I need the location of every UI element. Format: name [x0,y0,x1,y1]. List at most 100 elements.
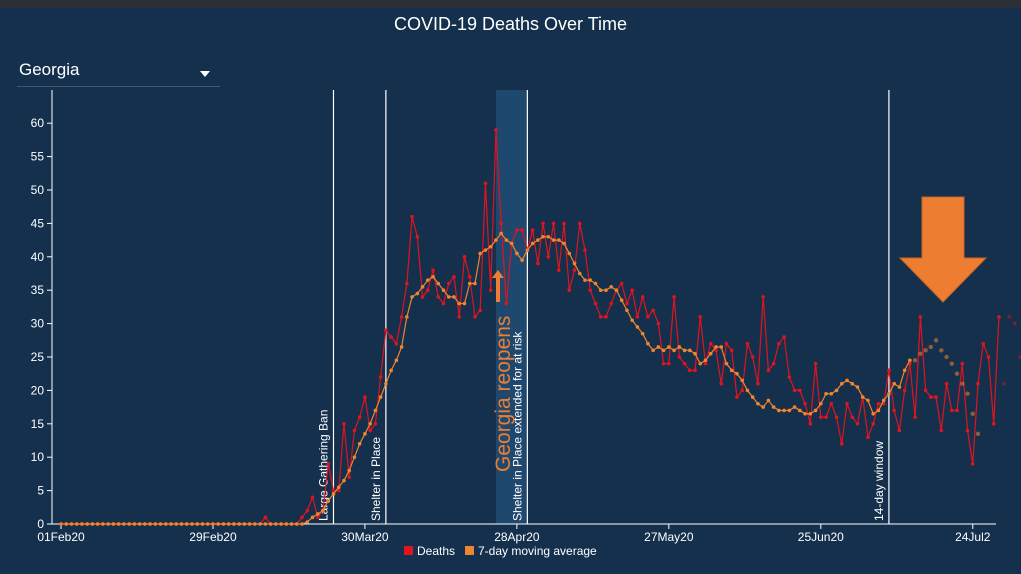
moving-average-point [646,341,650,346]
moving-average-point [111,522,116,526]
moving-average-point [729,368,734,373]
moving-average-point [436,281,441,286]
moving-average-point [211,522,215,526]
moving-average-point-faded [975,431,981,437]
moving-average-point [410,295,414,299]
deaths-point [588,288,593,293]
moving-average-point [342,478,346,483]
legend-swatch-deaths [404,546,413,555]
deaths-point [792,388,797,393]
deaths-point [834,415,839,419]
moving-average-point [457,301,462,306]
moving-average-point [101,522,105,526]
moving-average-point [829,391,834,396]
deaths-point [640,295,645,299]
moving-average-point [415,291,420,296]
moving-average-point [169,522,173,526]
state-dropdown[interactable]: Georgia [17,56,220,87]
moving-average-point [200,522,205,526]
moving-average-point [441,288,446,293]
deaths-point [923,388,928,393]
moving-average-point [295,522,299,526]
moving-average-point [881,398,886,403]
deaths-point [504,301,509,306]
deaths-point [436,295,441,299]
deaths-point [756,381,760,386]
moving-average-point [509,241,514,246]
moving-average-point [724,361,729,366]
deaths-point-faded [1012,321,1017,326]
moving-average-point [866,398,870,403]
moving-average-point [164,522,168,526]
deaths-line [61,129,1000,525]
moving-average-point-faded [965,391,970,396]
deaths-point [426,288,430,293]
moving-average-point [143,522,147,526]
deaths-point [688,368,692,373]
deaths-point [892,408,896,413]
deaths-point [457,315,462,319]
moving-average-point [253,522,257,526]
moving-average-point [279,522,283,526]
moving-average-point [452,295,456,299]
moving-average-point [352,455,357,460]
deaths-point [546,254,551,259]
deaths-point [672,295,676,299]
deaths-point [604,315,608,319]
deaths-point [593,301,598,306]
moving-average-point [515,251,519,256]
moving-average-point [483,248,488,252]
deaths-point [473,315,477,319]
x-tick-label: 01Feb20 [37,530,85,544]
moving-average-point [258,522,262,526]
moving-average-point [677,345,682,349]
moving-average-point [667,345,671,349]
deaths-point [467,275,472,279]
deaths-point [708,341,713,346]
moving-average-point [850,381,855,386]
moving-average-point [902,368,907,373]
deaths-point-faded [1007,315,1012,319]
deaths-point [478,308,483,313]
moving-average-point [619,298,624,303]
y-tick-label: 45 [31,216,45,230]
moving-average-point [74,522,79,526]
moving-average-point [698,361,703,366]
x-tick-label: 27May20 [644,530,694,544]
moving-average-point [399,345,404,349]
legend-swatch-moving-average [465,546,474,555]
moving-average-point [426,278,430,282]
moving-average-point [174,522,179,526]
deaths-point [803,401,807,406]
deaths-point [829,401,834,406]
deaths-point [808,422,813,426]
deaths-point [420,295,425,299]
deaths-point [656,321,661,326]
deaths-point [724,341,729,346]
moving-average-point [651,348,655,353]
deaths-point [326,462,331,466]
deaths-point [405,281,409,286]
moving-average-point [525,248,530,252]
deaths-point [315,515,320,520]
deaths-point [667,361,671,366]
deaths-point [625,301,629,306]
moving-average-point [792,405,797,409]
moving-average-point [845,378,849,383]
moving-average-point [813,408,818,413]
deaths-point-faded [1002,381,1006,386]
moving-average-point [321,508,325,513]
legend-label-moving-average: 7-day moving average [478,544,597,558]
moving-average-point [855,385,860,389]
moving-average-point-faded [954,371,960,376]
moving-average-point-faded [939,348,944,353]
moving-average-point [740,378,744,383]
deaths-point [735,395,739,399]
moving-average-point [127,522,131,526]
deaths-point [399,315,404,319]
deaths-point [651,308,655,313]
deaths-point [876,401,881,406]
moving-average-point [446,295,451,299]
moving-average-point [190,522,194,526]
moving-average-point [137,522,142,526]
